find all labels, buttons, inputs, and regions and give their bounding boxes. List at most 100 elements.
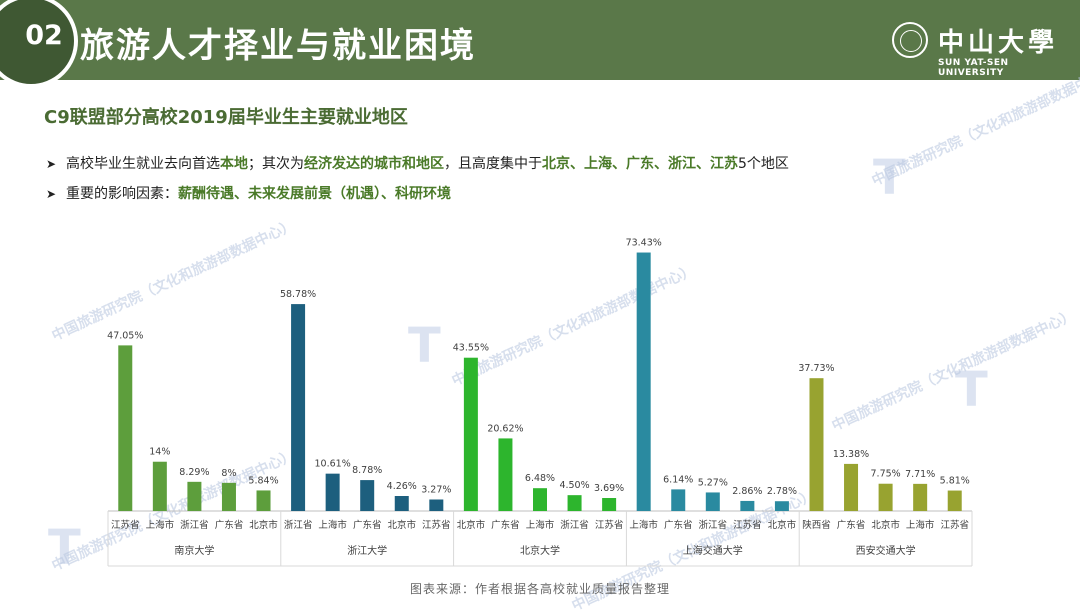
data-label: 4.50% [559, 480, 589, 491]
data-label: 5.27% [698, 477, 728, 488]
data-label: 43.55% [453, 343, 489, 354]
x-tick-label: 上海市 [906, 519, 935, 531]
section-number: 02 [25, 20, 63, 51]
university-logo: 中山大學 SUN YAT-SEN UNIVERSITY [890, 22, 1070, 78]
data-label: 8.29% [179, 467, 209, 478]
group-label: 西安交通大学 [856, 544, 916, 557]
group-label: 北京大学 [520, 544, 560, 557]
x-tick-label: 浙江省 [699, 519, 728, 531]
bar [602, 498, 617, 511]
chart-source: 图表来源：作者根据各高校就业质量报告整理 [409, 582, 670, 596]
data-label: 47.05% [107, 330, 143, 341]
data-label: 4.26% [387, 481, 417, 492]
data-label: 37.73% [798, 363, 834, 374]
x-tick-label: 上海市 [629, 519, 658, 531]
bar [394, 496, 409, 511]
x-tick-label: 江苏省 [733, 519, 762, 531]
bar [498, 438, 513, 511]
data-label: 10.61% [315, 459, 351, 470]
data-label: 13.38% [833, 449, 869, 460]
x-tick-label: 北京市 [388, 519, 417, 531]
x-tick-label: 广东省 [491, 519, 520, 531]
data-label: 7.75% [871, 469, 901, 480]
x-tick-label: 广东省 [664, 519, 693, 531]
bullet-text: 高校毕业生就业去向首选 [66, 156, 220, 172]
x-tick-label: 广东省 [837, 519, 866, 531]
x-tick-label: 广东省 [215, 519, 244, 531]
bullet-highlight: 北京、上海、广东、浙江、江苏 [542, 156, 738, 172]
x-tick-label: 陕西省 [802, 519, 831, 531]
bar [636, 252, 651, 511]
x-tick-label: 北京市 [768, 519, 797, 531]
bullet-text: 重要的影响因素： [66, 186, 178, 202]
watermark-logo-icon: T [873, 150, 906, 206]
x-tick-label: 江苏省 [940, 519, 969, 531]
data-label: 5.81% [940, 476, 970, 487]
logo-english-name: SUN YAT-SEN UNIVERSITY [938, 58, 1009, 78]
data-label: 2.86% [732, 486, 762, 497]
x-tick-label: 上海市 [526, 519, 555, 531]
group-label: 南京大学 [174, 544, 214, 557]
bar [844, 463, 859, 511]
data-label: 2.78% [767, 486, 797, 497]
bullet-text: ，且高度集中于 [444, 156, 542, 172]
x-tick-label: 北京市 [457, 519, 486, 531]
data-label: 6.48% [525, 473, 555, 484]
bar [291, 304, 306, 511]
bullet-highlight: 本地 [220, 156, 248, 172]
bar [360, 480, 375, 511]
watermark-logo-icon: T [408, 318, 441, 374]
data-label: 20.62% [487, 423, 523, 434]
data-label: 14% [149, 447, 170, 458]
data-label: 3.27% [421, 484, 451, 495]
data-label: 3.69% [594, 483, 624, 494]
watermark-logo-icon: T [48, 520, 81, 576]
bar [740, 500, 755, 511]
x-tick-label: 上海市 [146, 519, 175, 531]
x-tick-label: 北京市 [871, 519, 900, 531]
x-tick-label: 上海市 [318, 519, 347, 531]
x-tick-label: 浙江省 [560, 519, 589, 531]
logo-chinese-name: 中山大學 [938, 28, 1059, 58]
data-label: 8% [221, 468, 236, 479]
bullet-text: 5个地区 [738, 156, 789, 172]
bullet-text: ；其次为 [248, 156, 304, 172]
x-tick-label: 浙江省 [180, 519, 209, 531]
bullet-1: ➤ 高校毕业生就业去向首选本地；其次为经济发达的城市和地区，且高度集中于北京、上海… [46, 153, 789, 173]
x-tick-label: 江苏省 [111, 519, 140, 531]
x-tick-label: 北京市 [249, 519, 278, 531]
bar [187, 481, 202, 511]
data-label: 58.78% [280, 289, 316, 300]
bar [463, 357, 478, 511]
bar [671, 489, 686, 511]
x-tick-label: 广东省 [353, 519, 382, 531]
header-bar: 02 旅游人才择业与就业困境 中山大學 SUN YAT-SEN UNIVERSI… [0, 0, 1080, 88]
bar [878, 483, 893, 511]
bar [533, 488, 547, 511]
bar [256, 490, 271, 511]
watermark-logo-icon: T [955, 362, 988, 418]
section-number-badge [0, 0, 78, 88]
bar [152, 461, 167, 511]
page-title: 旅游人才择业与就业困境 [80, 26, 476, 66]
x-tick-label: 浙江省 [284, 519, 313, 531]
bar [774, 501, 789, 511]
bullet-2: ➤ 重要的影响因素：薪酬待遇、未来发展前景（机遇）、科研环境 [46, 183, 451, 203]
bar [913, 483, 928, 511]
x-tick-label: 江苏省 [595, 519, 624, 531]
data-label: 5.84% [248, 475, 278, 486]
bullet-highlight: 经济发达的城市和地区 [304, 156, 444, 172]
chart-subtitle: C9联盟部分高校2019届毕业生主要就业地区 [44, 107, 408, 128]
x-tick-label: 江苏省 [422, 519, 451, 531]
bar [429, 499, 444, 511]
data-label: 7.71% [905, 469, 935, 480]
group-label: 上海交通大学 [683, 544, 743, 557]
bar [705, 492, 720, 511]
data-label: 8.78% [352, 465, 382, 476]
university-seal-icon [892, 22, 928, 58]
bar [118, 345, 133, 511]
bar [221, 482, 236, 511]
bar [567, 495, 582, 511]
bullet-highlight: 薪酬待遇、未来发展前景（机遇）、科研环境 [178, 186, 451, 202]
